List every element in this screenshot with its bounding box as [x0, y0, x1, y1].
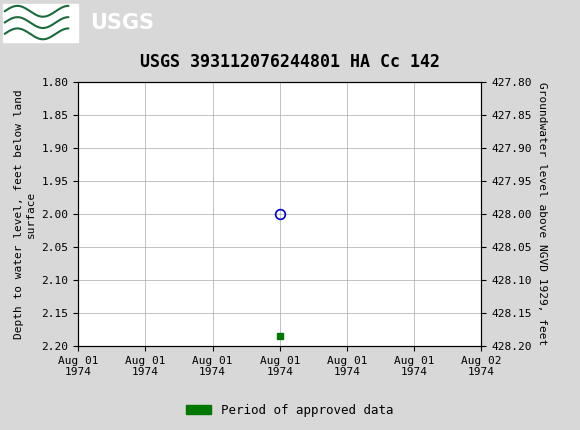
Text: USGS 393112076244801 HA Cc 142: USGS 393112076244801 HA Cc 142 [140, 53, 440, 71]
Y-axis label: Depth to water level, feet below land
surface: Depth to water level, feet below land su… [14, 89, 36, 339]
Text: USGS: USGS [90, 12, 154, 33]
Y-axis label: Groundwater level above NGVD 1929, feet: Groundwater level above NGVD 1929, feet [537, 82, 547, 346]
Legend: Period of approved data: Period of approved data [181, 399, 399, 421]
Bar [3, 3, 78, 42]
